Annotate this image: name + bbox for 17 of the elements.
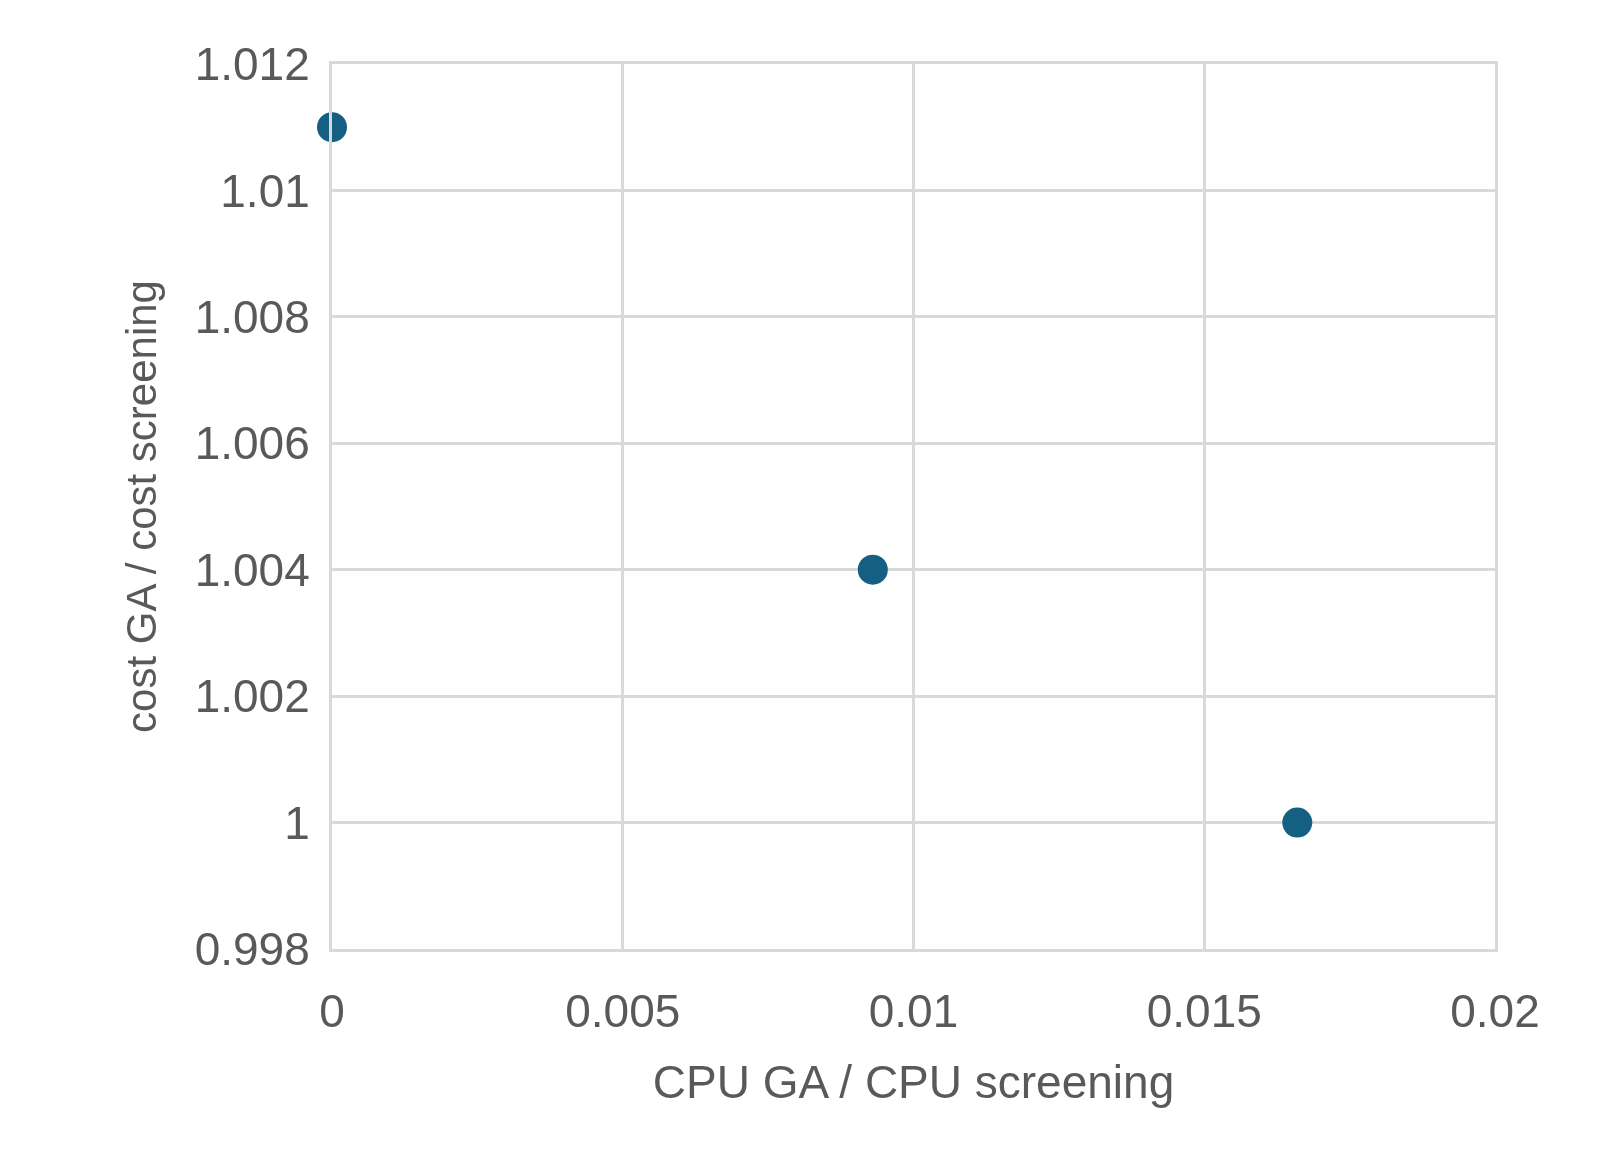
x-tick-label: 0.02: [1450, 985, 1540, 1038]
y-tick-label: 1.008: [194, 290, 310, 343]
y-tick-label: 1: [284, 796, 310, 849]
point: [1282, 807, 1313, 838]
y-axis-title: cost GA / cost screening: [118, 280, 166, 733]
y-tick-label: 1.01: [220, 164, 310, 217]
point: [857, 554, 888, 585]
x-tick-label: 0.015: [1146, 985, 1262, 1038]
y-tick-label: 0.998: [194, 923, 310, 976]
y-tick-label: 1.004: [194, 543, 310, 596]
x-tick-label: 0.01: [868, 985, 959, 1038]
y-tick-label: 1.002: [194, 670, 310, 723]
y-tick-label: 1.012: [194, 38, 310, 91]
y-tick-label: 1.006: [194, 417, 310, 470]
x-tick-label: 0.005: [565, 985, 681, 1038]
x-tick-label: 0: [319, 985, 345, 1038]
x-axis-title: CPU GA / CPU screening: [652, 1055, 1175, 1108]
